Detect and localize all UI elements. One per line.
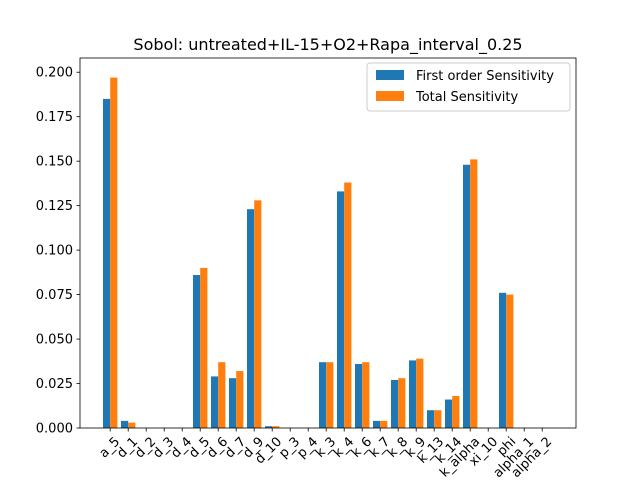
bar-first-order-k_7 <box>373 420 381 428</box>
bar-first-order-d_5 <box>193 275 201 428</box>
y-tick-label: 0.075 <box>36 288 73 303</box>
bar-first-order-a_5 <box>103 98 111 428</box>
y-tick-label: 0.100 <box>36 244 73 259</box>
bar-first-order-k_14 <box>445 399 453 428</box>
bar-first-order-k_3 <box>319 362 327 428</box>
legend-swatch-total <box>376 91 404 101</box>
bar-total-k_3 <box>326 362 334 428</box>
bar-total-d_7 <box>236 371 244 428</box>
bar-total-d_10 <box>272 426 280 428</box>
y-tick-label: 0.000 <box>36 422 73 437</box>
bar-total-k_9 <box>416 358 424 429</box>
legend-box <box>366 62 571 112</box>
legend-swatch-first-order <box>376 70 404 80</box>
bar-first-order-k_6 <box>355 363 363 428</box>
y-axis: 0.000 0.025 0.050 0.075 0.100 0.125 0.150 0.175… <box>36 66 80 437</box>
bar-first-order-k_13 <box>427 410 435 428</box>
bar-total-k_alpha <box>470 159 478 428</box>
bar-first-order-k_4 <box>337 191 345 428</box>
bar-total-d_5 <box>200 267 208 428</box>
chart-title: Sobol: untreated+IL-15+O2+Rapa_interval_… <box>133 35 522 55</box>
bar-first-order-d_6 <box>211 376 219 428</box>
bar-total-d_1 <box>128 422 136 428</box>
bar-total-k_8 <box>398 378 406 428</box>
y-tick-label: 0.150 <box>36 155 73 170</box>
bar-first-order-d_1 <box>121 420 129 428</box>
bar-total-d_6 <box>218 362 226 428</box>
bar-first-order-k_alpha <box>463 164 471 429</box>
bar-first-order-k_9 <box>409 360 417 428</box>
y-tick-label: 0.050 <box>36 333 73 348</box>
bar-total-k_6 <box>362 362 370 428</box>
legend: First order Sensitivity Total Sensitivit… <box>366 62 571 112</box>
bar-total-k_7 <box>380 420 388 428</box>
bar-total-k_14 <box>452 395 460 428</box>
bar-first-order-d_10 <box>265 426 273 428</box>
y-tick-label: 0.125 <box>36 199 73 214</box>
bar-total-a_5 <box>110 77 118 428</box>
y-tick-label: 0.200 <box>36 66 73 81</box>
bar-total-d_9 <box>254 200 262 428</box>
legend-label-first-order: First order Sensitivity <box>416 69 554 84</box>
plot-frame <box>79 57 577 429</box>
bars-group <box>103 77 514 429</box>
bar-first-order-d_7 <box>229 378 237 428</box>
bar-first-order-phi <box>499 292 507 428</box>
bar-total-k_4 <box>344 182 352 428</box>
bar-first-order-d_9 <box>247 209 255 428</box>
y-tick-label: 0.025 <box>36 377 73 392</box>
bar-first-order-k_8 <box>391 379 399 428</box>
y-tick-label: 0.175 <box>36 110 73 125</box>
bar-total-phi <box>506 294 514 428</box>
bar-total-k_13 <box>434 410 442 428</box>
legend-label-total: Total Sensitivity <box>415 90 518 105</box>
